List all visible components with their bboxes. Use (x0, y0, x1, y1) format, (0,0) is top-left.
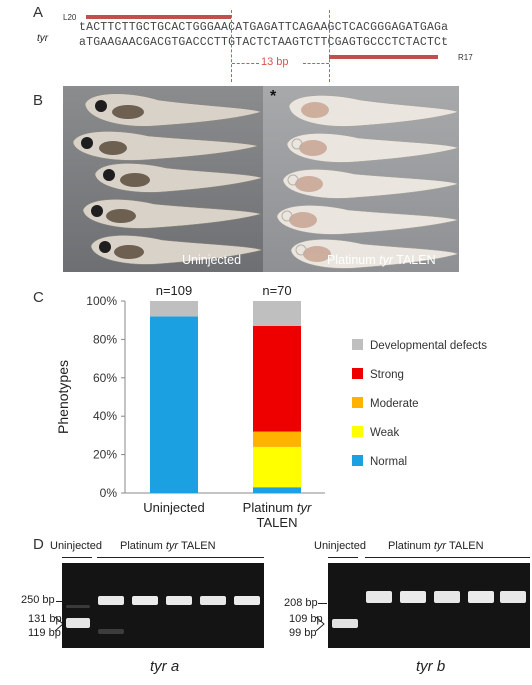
legend-label: Developmental defects (370, 340, 487, 352)
y-tick-label: 0% (100, 486, 118, 500)
spacer-label: 13 bp (261, 56, 289, 68)
gel-a-marker-250-tick (56, 601, 64, 602)
talen-photo-label-post: TALEN (393, 253, 436, 267)
gel-b-marker-208: 208 bp (284, 597, 318, 609)
uninjected-tadpoles (72, 93, 263, 265)
gel-b-talen-bar (365, 557, 530, 558)
category-label: Platinum tyr (243, 500, 312, 515)
talen-photo-label-gene: tyr (379, 253, 393, 267)
left-arm-bar (86, 15, 231, 19)
gel-b-band-4 (468, 591, 494, 603)
panel-d-letter: D (33, 536, 44, 553)
gel-a-talen-pre: Platinum (120, 540, 166, 552)
legend-swatch (352, 426, 363, 437)
y-tick-label: 100% (86, 294, 117, 308)
spacer-line-right (303, 63, 329, 64)
spacer-left-line (231, 10, 232, 82)
y-tick-label: 80% (93, 332, 117, 346)
panel-a-letter: A (33, 4, 44, 21)
gel-b-talen-gene: tyr (433, 540, 447, 552)
y-tick-label: 20% (93, 448, 117, 462)
category-label: Uninjected (143, 500, 204, 515)
legend-label: Normal (370, 456, 407, 468)
gel-a-band-faint (98, 629, 124, 634)
gel-a-band-4 (200, 596, 226, 605)
tadpole-photo-talen (263, 86, 459, 272)
tadpole-photo-uninjected (63, 86, 263, 272)
gel-b-band-1 (366, 591, 392, 603)
spacer-right-line (329, 10, 330, 82)
phenotype-chart: 0% 20% 40% 60% 80% 100% Phenotypes n=109 Uninjec… (55, 283, 487, 530)
gel-b-band-2 (400, 591, 426, 603)
gel-b-uninjected-bar (328, 557, 358, 558)
y-axis-title: Phenotypes (55, 360, 71, 434)
gel-a-band-uninjected (66, 618, 90, 628)
asterisk-marker: * (270, 88, 277, 105)
gel-b-marker-208-tick (318, 603, 327, 604)
gel-b-marker-99: 99 bp (289, 627, 317, 639)
gel-a-talen-bar (97, 557, 264, 558)
top-sequence: tACTTCTTGCTGCACTGGGAACATGAGATTCAGAAGCTCA… (79, 21, 449, 34)
category-label-line2: TALEN (257, 515, 298, 530)
gel-b-band-5 (500, 591, 526, 603)
gel-a-uninjected-bar (62, 557, 92, 558)
y-tick-label: 60% (93, 371, 117, 385)
gene-label: tyr (37, 33, 49, 44)
gel-b-image (328, 563, 530, 648)
gel-a-marker-250: 250 bp (21, 594, 55, 606)
legend-swatch (352, 339, 363, 350)
legend-label: Moderate (370, 398, 419, 410)
legend-swatch (352, 455, 363, 466)
gel-a-band-3 (166, 596, 192, 605)
gel-b-band-uninjected (332, 619, 358, 628)
gel-b-marker-109: 109 bp (289, 613, 323, 625)
right-arm-bar (329, 55, 438, 59)
left-arm-label: L20 (63, 13, 77, 22)
legend-swatch (352, 368, 363, 379)
gel-b-band-3 (434, 591, 460, 603)
gel-a-title: tyr a (150, 658, 180, 675)
uninjected-photo-label: Uninjected (182, 253, 242, 267)
legend-label: Strong (370, 369, 404, 381)
gel-a-talen-post: TALEN (178, 540, 216, 552)
gel-a-image (62, 563, 264, 648)
gel-a-band-1 (98, 596, 124, 605)
bar-segment-normal (150, 316, 198, 493)
legend-label: Weak (370, 427, 399, 439)
bar-segment-developmental-defects (150, 301, 198, 317)
gel-a-marker-119: 119 bp (28, 627, 61, 639)
gel-a-talen-gene: tyr (165, 540, 179, 552)
talen-photo-label: Platinum tyr TALEN (327, 253, 436, 267)
panel-b-letter: B (33, 92, 44, 109)
legend-swatch (352, 397, 363, 408)
n-label: n=109 (156, 283, 193, 298)
gel-a-band-5 (234, 596, 260, 605)
gel-b-talen-post: TALEN (446, 540, 484, 552)
gel-b-title: tyr b (416, 658, 446, 675)
gel-a-band-2 (132, 596, 158, 605)
gel-b-marker-pointer (315, 616, 325, 632)
bar-segment-weak (253, 446, 301, 488)
talen-photo-label-pre: Platinum (327, 253, 380, 267)
bar-segment-normal (253, 487, 301, 493)
spacer-line-left (232, 63, 259, 64)
gel-a-band-uninjected-upper (66, 605, 90, 608)
gel-a-talen-label: Platinum tyr TALEN (120, 540, 216, 552)
bar-segment-moderate (253, 431, 301, 447)
gel-b-talen-label: Platinum tyr TALEN (388, 540, 484, 552)
y-tick-label: 40% (93, 409, 117, 423)
gel-b-talen-pre: Platinum (388, 540, 434, 552)
panel-c-letter: C (33, 289, 44, 306)
gel-a-uninjected-label: Uninjected (50, 540, 102, 552)
n-label: n=70 (262, 283, 291, 298)
bar-segment-developmental-defects (253, 301, 301, 326)
talen-tadpoles (276, 95, 459, 269)
bar-segment-strong (253, 325, 301, 432)
gel-a-marker-131: 131 bp (28, 613, 62, 625)
gel-b-uninjected-label: Uninjected (314, 540, 366, 552)
bottom-sequence: aTGAAGAACGACGTGACCCTTGTACTCTAAGTCTTCGAGT… (79, 36, 449, 49)
right-arm-label: R17 (458, 53, 473, 62)
